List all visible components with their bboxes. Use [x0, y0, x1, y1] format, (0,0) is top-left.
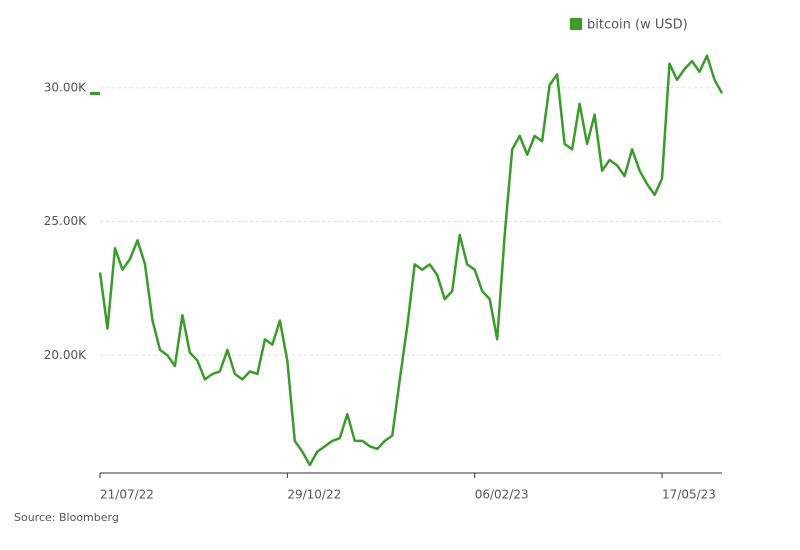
axis-marker	[90, 92, 100, 95]
y-tick-label: 20.00K	[44, 348, 87, 362]
y-tick-label: 25.00K	[44, 214, 87, 228]
x-tick-label: 06/02/23	[475, 488, 529, 502]
series-line	[98, 54, 724, 467]
x-tick-label: 17/05/23	[662, 488, 716, 502]
x-tick-label: 29/10/22	[287, 488, 341, 502]
source-note: Source: Bloomberg	[14, 511, 119, 524]
x-tick-label: 21/07/22	[100, 488, 154, 502]
legend-swatch	[570, 18, 582, 30]
y-tick-label: 30.00K	[44, 80, 87, 94]
legend-label: bitcoin (w USD)	[587, 18, 688, 33]
